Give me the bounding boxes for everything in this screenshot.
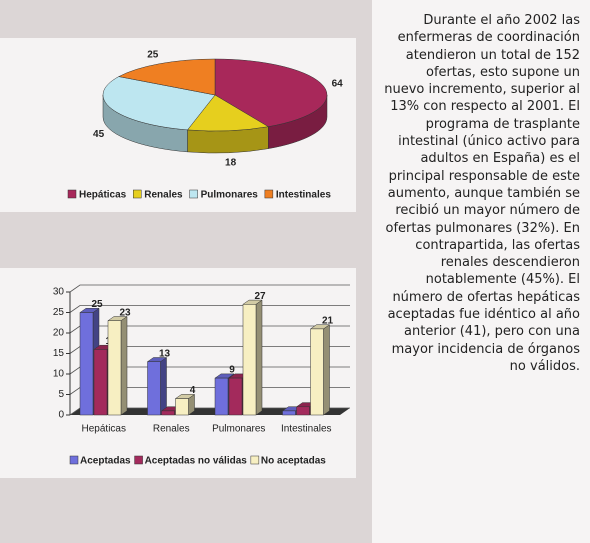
- pie-slice: [102, 76, 216, 131]
- legend-label: Renales: [144, 190, 183, 201]
- legend-swatch: [189, 189, 198, 199]
- bar: [228, 377, 243, 416]
- bar: [214, 377, 229, 416]
- bar-panel: [0, 268, 356, 478]
- bar: [282, 410, 296, 416]
- bar-side: [255, 299, 263, 416]
- x-tick-label: Renales: [153, 424, 190, 435]
- bar: [107, 320, 122, 416]
- bar-side: [323, 324, 330, 416]
- legend-label: Hepáticas: [79, 190, 127, 201]
- y-tick-label: 30: [53, 287, 65, 298]
- legend-label: No aceptadas: [261, 456, 326, 467]
- bar: [175, 398, 189, 416]
- data-label: 23: [119, 307, 131, 318]
- y-tick-label: 0: [58, 410, 64, 421]
- data-label: 21: [322, 316, 334, 327]
- legend-swatch: [133, 189, 142, 199]
- bar-side: [160, 357, 167, 416]
- data-label: 13: [159, 348, 171, 359]
- bar-side: [120, 316, 128, 416]
- paragraph: Durante el año 2002 las enfermeras de co…: [384, 13, 580, 374]
- text-column: [372, 0, 590, 543]
- y-tick-label: 10: [53, 369, 65, 380]
- bar: [296, 406, 310, 416]
- bar: [242, 304, 257, 416]
- bar: [93, 349, 108, 416]
- pie-slice: [187, 94, 270, 132]
- bar: [147, 361, 161, 416]
- legend-label: Aceptadas no válidas: [145, 456, 248, 467]
- bar: [79, 312, 94, 416]
- legend-swatch: [264, 189, 274, 199]
- y-tick-label: 15: [53, 348, 65, 359]
- data-label: 45: [93, 129, 105, 140]
- data-label: 25: [147, 50, 159, 61]
- data-label: 18: [225, 157, 237, 168]
- legend-swatch: [69, 455, 79, 465]
- legend-swatch: [250, 455, 260, 465]
- y-tick-label: 5: [58, 389, 64, 400]
- legend-label: Aceptadas: [80, 456, 131, 467]
- x-tick-label: Hepáticas: [82, 424, 126, 435]
- legend-label: Intestinales: [276, 190, 331, 201]
- data-label: 27: [254, 291, 266, 302]
- legend-label: Pulmonares: [201, 190, 259, 201]
- legend-swatch: [67, 189, 77, 199]
- x-tick-label: Intestinales: [281, 424, 332, 435]
- grid-line: [69, 284, 350, 293]
- y-tick-label: 25: [53, 307, 65, 318]
- data-label: 9: [229, 365, 235, 376]
- floor: [70, 408, 350, 415]
- bar: [161, 410, 175, 416]
- x-tick-label: Pulmonares: [212, 424, 265, 435]
- pie-slice: [214, 58, 328, 127]
- data-label: 4: [190, 385, 196, 396]
- legend-swatch: [134, 455, 143, 465]
- y-tick-label: 20: [53, 328, 65, 339]
- bar: [310, 328, 324, 416]
- data-label: 64: [332, 78, 344, 89]
- pie-slice: [118, 58, 216, 96]
- data-label: 25: [91, 299, 103, 310]
